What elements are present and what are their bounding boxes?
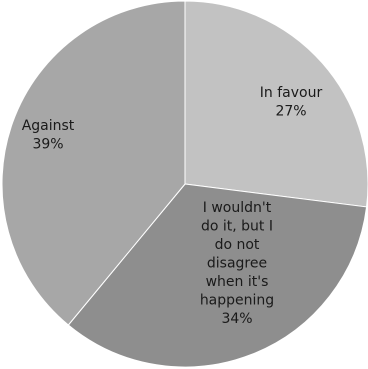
- pie-slice-label-1: In favour 27%: [260, 85, 323, 120]
- pie-slice-label-line: disagree: [207, 256, 267, 272]
- pie-slice-label-line: when it's: [206, 274, 269, 290]
- pie-slice-label-line: Against: [22, 118, 75, 134]
- pie-slice-2: [67, 183, 368, 368]
- pie-slice-value-label: 27%: [275, 104, 306, 120]
- pie-slice-value-label: 34%: [221, 311, 252, 327]
- pie-slice-label-line: In favour: [260, 85, 323, 101]
- pie-slice-label-line: do it, but I: [201, 219, 273, 235]
- pie-slice-label-line: do not: [215, 237, 260, 253]
- pie-slice-label-3: Against 39%: [22, 118, 75, 153]
- pie-slice-label-line: happening: [200, 293, 274, 309]
- pie-slice-1: [184, 0, 368, 208]
- pie-slice-3: [1, 0, 186, 326]
- pie-slice-value-label: 39%: [32, 137, 63, 153]
- pie-slice-label-2: I wouldn't do it, but I do not disagree when…: [200, 200, 274, 327]
- pie-slice-label-line: I wouldn't: [203, 200, 272, 216]
